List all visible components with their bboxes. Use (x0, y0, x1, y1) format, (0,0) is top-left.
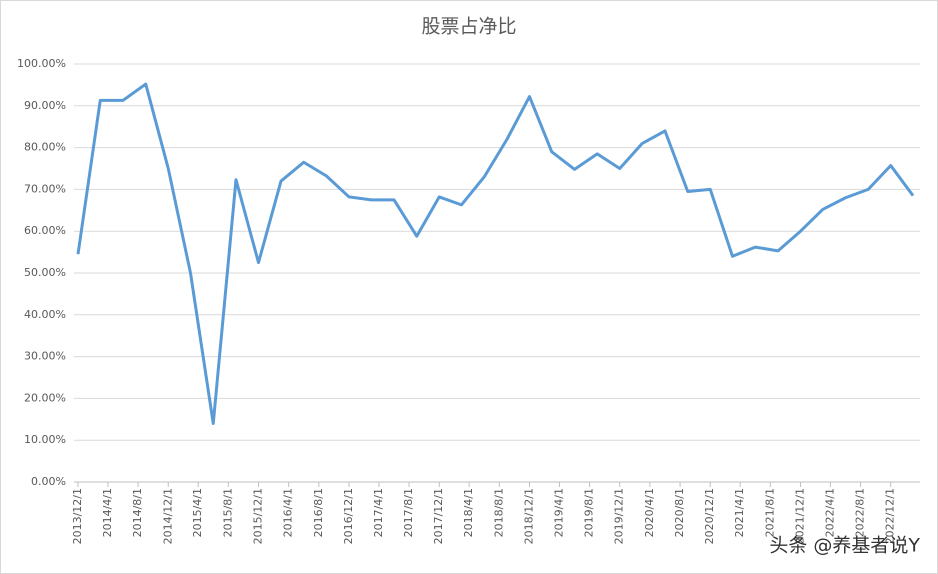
y-tick-label: 30.00% (24, 350, 66, 363)
x-tick-label: 2020/8/1 (673, 488, 686, 537)
y-tick-label: 20.00% (24, 391, 66, 404)
y-tick-label: 10.00% (24, 433, 66, 446)
y-tick-label: 90.00% (24, 99, 66, 112)
x-tick-label: 2020/12/1 (703, 488, 716, 544)
x-tick-label: 2015/8/1 (221, 488, 234, 537)
y-tick-label: 100.00% (17, 57, 66, 70)
x-tick-label: 2015/4/1 (191, 488, 204, 537)
x-tick-label: 2015/12/1 (252, 488, 265, 544)
x-tick-label: 2021/4/1 (733, 488, 746, 537)
y-tick-label: 70.00% (24, 182, 66, 195)
y-tick-label: 80.00% (24, 141, 66, 154)
x-tick-label: 2016/4/1 (282, 488, 295, 537)
x-tick-label: 2016/8/1 (312, 488, 325, 537)
y-tick-label: 0.00% (31, 475, 66, 488)
x-tick-label: 2021/12/1 (793, 488, 806, 544)
x-tick-label: 2021/8/1 (763, 488, 776, 537)
x-tick-label: 2017/8/1 (402, 488, 415, 537)
x-tick-label: 2017/12/1 (432, 488, 445, 544)
x-tick-label: 2018/8/1 (492, 488, 505, 537)
x-tick-label: 2022/8/1 (854, 488, 867, 537)
x-tick-label: 2020/4/1 (643, 488, 656, 537)
x-tick-label: 2014/12/1 (161, 488, 174, 544)
x-tick-label: 2022/4/1 (823, 488, 836, 537)
x-tick-label: 2019/8/1 (583, 488, 596, 537)
x-tick-label: 2014/4/1 (101, 488, 114, 537)
x-tick-label: 2022/12/1 (884, 488, 897, 544)
x-tick-label: 2016/12/1 (342, 488, 355, 544)
x-tick-label: 2019/4/1 (552, 488, 565, 537)
y-tick-label: 60.00% (24, 224, 66, 237)
x-tick-label: 2013/12/1 (71, 488, 84, 544)
y-tick-label: 40.00% (24, 308, 66, 321)
y-tick-label: 50.00% (24, 266, 66, 279)
x-tick-label: 2018/4/1 (462, 488, 475, 537)
x-tick-label: 2018/12/1 (522, 488, 535, 544)
x-tick-label: 2014/8/1 (131, 488, 144, 537)
x-tick-label: 2017/4/1 (372, 488, 385, 537)
data-line (76, 82, 915, 425)
watermark: 头条 @养基者说Y (769, 535, 920, 557)
x-tick-label: 2019/12/1 (613, 488, 626, 544)
chart-title: 股票占净比 (421, 16, 516, 38)
